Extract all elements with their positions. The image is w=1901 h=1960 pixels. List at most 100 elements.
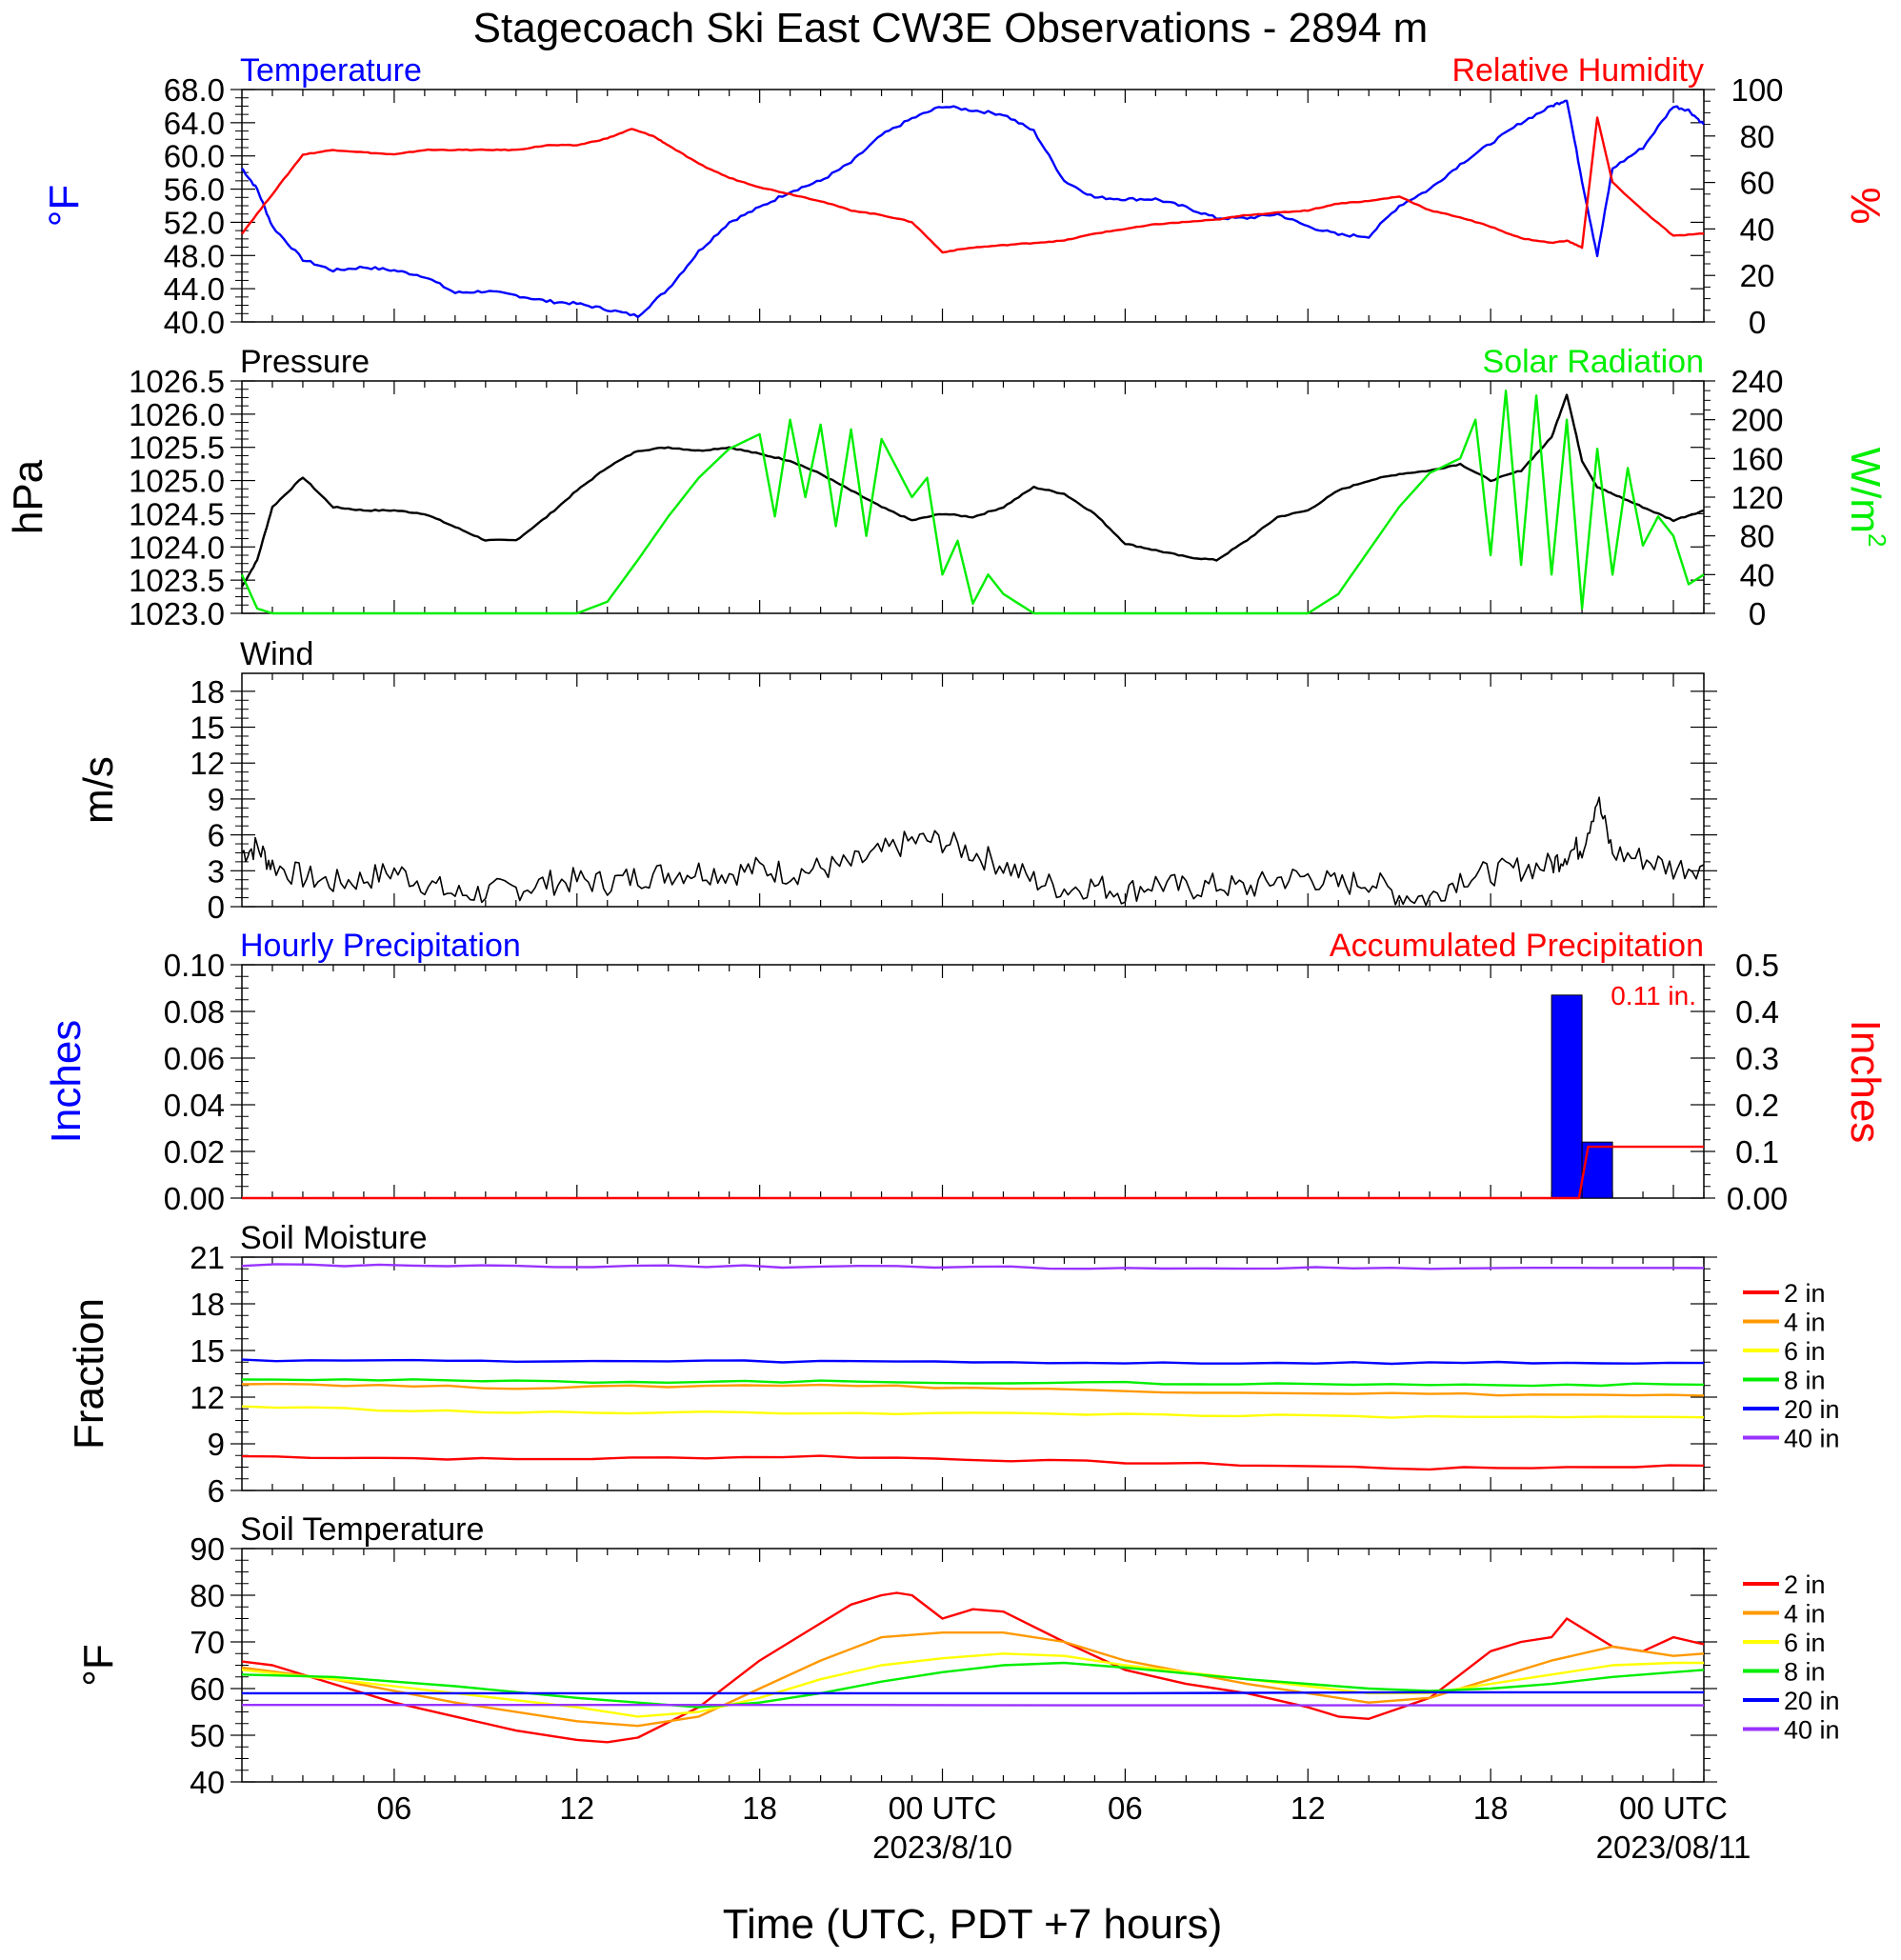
y-tick-label-right: 40	[1740, 211, 1775, 247]
y-tick-label-left: 1026.5	[129, 364, 225, 399]
plot-frame	[241, 672, 1705, 908]
y-tick-label-left: 50	[190, 1718, 225, 1753]
y-tick-label-right: 0.2	[1735, 1088, 1779, 1123]
y-tick-label-left: 12	[190, 746, 225, 781]
panel-title-right: Solar Radiation	[1483, 344, 1704, 380]
panel-title-left: Pressure	[240, 344, 370, 380]
y-tick-label-left: 18	[190, 1287, 225, 1322]
y-tick-label-right: 80	[1740, 119, 1775, 154]
y-tick-label-left: 3	[208, 853, 225, 889]
y-tick-label-left: 44.0	[164, 271, 225, 307]
y-tick-label-left: 12	[190, 1380, 225, 1415]
x-date-label: 2023/08/11	[1596, 1830, 1751, 1865]
plot-frame	[241, 964, 1705, 1199]
y-tick-label-left: 1025.0	[129, 464, 225, 499]
panel-title-left: Soil Moisture	[240, 1220, 428, 1256]
y-tick-label-right: 160	[1731, 441, 1783, 476]
x-date-label: 2023/8/10	[872, 1830, 1012, 1865]
precip-bar	[1551, 994, 1583, 1199]
x-tick-label: 06	[1108, 1790, 1143, 1826]
legend-label: 8 in	[1784, 1658, 1826, 1687]
series-line-8-in	[241, 1378, 1705, 1388]
legend-label: 20 in	[1784, 1687, 1840, 1715]
y-tick-label-left: 21	[190, 1240, 225, 1275]
y-tick-label-left: 60.0	[164, 139, 225, 174]
panel-precip: 0.00 0.02 0.04 0.06 0.08 0.10 0.00 0.1 0.2 0.3 0.4…	[43, 928, 1889, 1216]
panel-title-left: Temperature	[240, 52, 422, 89]
series-line-40-in	[241, 1263, 1705, 1270]
y-tick-label-left: 0.04	[164, 1088, 225, 1123]
series-line-6-in	[241, 1405, 1705, 1419]
y-tick-label-right: 20	[1740, 258, 1775, 293]
y-tick-label-right: 80	[1740, 519, 1775, 554]
y-axis-label-left: °F	[41, 185, 88, 227]
y-tick-label-left: 1025.5	[129, 430, 225, 466]
panel-temp_rh: 40.044.048.052.056.060.064.068.0 0 20 40 60 8…	[41, 52, 1889, 340]
x-tick-label: 06	[377, 1790, 412, 1826]
x-tick-label: 00 UTC	[1619, 1790, 1728, 1826]
y-tick-label-right: 0.4	[1735, 994, 1779, 1030]
legend-label: 40 in	[1784, 1716, 1840, 1745]
legend-label: 2 in	[1784, 1279, 1826, 1308]
y-tick-label-left: 6	[208, 818, 225, 853]
y-tick-label-left: 60	[190, 1671, 225, 1707]
plot-frame	[241, 89, 1705, 323]
y-axis-label-left: hPa	[5, 459, 51, 534]
legend-label: 2 in	[1784, 1570, 1826, 1599]
y-tick-label-left: 6	[208, 1473, 225, 1509]
y-tick-label-left: 70	[190, 1625, 225, 1660]
y-tick-label-right: 0	[1749, 596, 1766, 631]
y-tick-label-left: 15	[190, 710, 225, 746]
series-line-accumulated-precipitation	[242, 1145, 1704, 1200]
series-line-8-in	[241, 1661, 1705, 1709]
panel-pressure_solar: 1023.01023.51024.01024.51025.01025.51026…	[5, 344, 1891, 631]
panel-title-left: Hourly Precipitation	[240, 928, 521, 964]
x-tick-label: 18	[742, 1790, 777, 1826]
panel-title-left: Soil Temperature	[240, 1511, 484, 1548]
y-tick-label-left: 18	[190, 674, 225, 710]
y-tick-label-left: 0.08	[164, 994, 225, 1030]
series-line-pressure	[240, 393, 1705, 588]
y-axis-label-left: °F	[75, 1644, 122, 1686]
y-tick-label-left: 0.00	[164, 1181, 225, 1216]
y-tick-label-right: 40	[1740, 557, 1775, 592]
plot-frame	[241, 1548, 1705, 1783]
y-tick-label-left: 1026.0	[129, 397, 225, 432]
y-tick-label-left: 9	[208, 1427, 225, 1462]
y-tick-label-left: 52.0	[164, 205, 225, 240]
y-tick-label-left: 48.0	[164, 238, 225, 273]
y-tick-label-left: 90	[190, 1531, 225, 1567]
plot-frame	[241, 1256, 1705, 1491]
y-tick-label-left: 9	[208, 782, 225, 817]
panel-soil_temperature: 40 50 60 70 80 90 Soil Temperature °F 2 in4 in6 …	[75, 1511, 1840, 1800]
y-tick-label-left: 68.0	[164, 72, 225, 108]
series-line-wind	[241, 796, 1705, 907]
y-tick-label-left: 1023.5	[129, 563, 225, 598]
y-tick-label-right: 240	[1731, 364, 1783, 399]
panel-title-left: Wind	[240, 636, 313, 672]
legend-label: 8 in	[1784, 1367, 1826, 1395]
series-line-20-in	[242, 1690, 1704, 1695]
series-line-solar-radiation	[240, 390, 1705, 615]
y-tick-label-left: 40.0	[164, 305, 225, 340]
y-tick-label-right: 0.1	[1735, 1134, 1779, 1170]
y-axis-label-left: Inches	[43, 1020, 90, 1144]
y-tick-label-left: 64.0	[164, 106, 225, 141]
accumulated-total-label: 0.11 in.	[1611, 981, 1696, 1010]
x-tick-label: 18	[1473, 1790, 1509, 1826]
panel-title-right: Relative Humidity	[1451, 52, 1704, 89]
x-axis: 06 12 18 00 UTC 06 12 18 00 UTC 2023/8/10 2023/08…	[377, 1790, 1751, 1865]
y-tick-label-left: 1023.0	[129, 596, 225, 631]
series-line-relative-humidity	[241, 116, 1705, 254]
y-tick-label-left: 0.02	[164, 1134, 225, 1170]
y-tick-label-left: 0.06	[164, 1041, 225, 1076]
y-tick-label-left: 80	[190, 1578, 225, 1613]
y-axis-label-superscript: 2	[1863, 533, 1891, 547]
y-tick-label-right: 200	[1731, 403, 1783, 438]
series-line-4-in	[241, 1382, 1705, 1397]
y-tick-label-left: 56.0	[164, 172, 225, 208]
y-tick-label-left: 1024.0	[129, 530, 225, 565]
